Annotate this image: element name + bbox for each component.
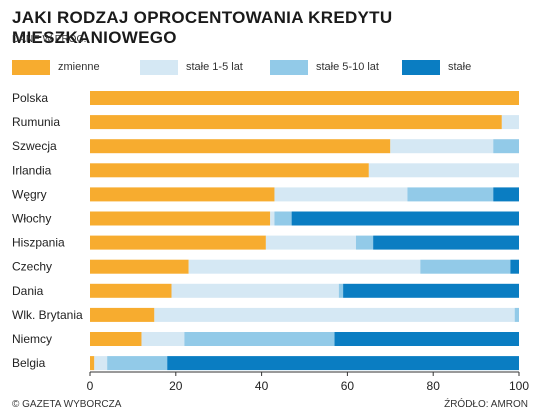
category-label-czechy: Czechy bbox=[12, 260, 52, 274]
bar-hiszpania-3 bbox=[373, 235, 519, 250]
category-label-dania: Dania bbox=[12, 284, 44, 298]
bar-szwecja-1 bbox=[390, 139, 494, 154]
bar-węgry-1 bbox=[274, 187, 408, 202]
bar-czechy-3 bbox=[510, 259, 519, 274]
legend-swatch-stale bbox=[402, 59, 440, 75]
x-tick-label-60: 60 bbox=[341, 379, 355, 393]
legend-label-stale-1-5: stałe 1-5 lat bbox=[186, 61, 243, 73]
footer-copyright: © GAZETA WYBORCZA bbox=[12, 399, 122, 410]
bar-wlk-brytania-2 bbox=[514, 307, 519, 322]
category-label-włochy: Włochy bbox=[12, 212, 51, 226]
bar-irlandia-0 bbox=[90, 163, 369, 178]
bar-belgia-2 bbox=[107, 356, 168, 371]
bar-belgia-3 bbox=[167, 356, 519, 371]
bar-czechy-2 bbox=[420, 259, 511, 274]
bar-belgia-1 bbox=[94, 356, 108, 371]
legend-swatch-stale-1-5 bbox=[140, 59, 178, 75]
category-label-irlandia: Irlandia bbox=[12, 163, 52, 177]
bar-rumunia-1 bbox=[501, 115, 519, 130]
x-tick-label-80: 80 bbox=[427, 379, 441, 393]
legend-swatch-stale-5-10 bbox=[270, 59, 308, 75]
bar-niemcy-3 bbox=[334, 332, 519, 346]
bar-wlk-brytania-1 bbox=[154, 307, 515, 322]
bar-hiszpania-1 bbox=[265, 235, 356, 250]
bar-szwecja-0 bbox=[90, 139, 391, 154]
bar-niemcy-1 bbox=[141, 332, 185, 346]
category-label-szwecja: Szwecja bbox=[12, 139, 57, 153]
category-label-wlk-brytania: Wlk. Brytania bbox=[12, 308, 83, 322]
bar-włochy-0 bbox=[90, 211, 271, 226]
bar-dania-3 bbox=[343, 283, 519, 298]
x-tick-label-100: 100 bbox=[509, 379, 529, 393]
bar-włochy-2 bbox=[274, 211, 292, 226]
x-tick-label-40: 40 bbox=[255, 379, 269, 393]
legend-swatch-zmienne bbox=[12, 59, 50, 75]
legend-label-zmienne: zmienne bbox=[58, 61, 100, 73]
bar-hiszpania-0 bbox=[90, 235, 266, 250]
category-label-rumunia: Rumunia bbox=[12, 115, 60, 129]
bar-dania-1 bbox=[171, 283, 339, 298]
category-label-hiszpania: Hiszpania bbox=[12, 236, 65, 250]
bar-włochy-1 bbox=[270, 211, 275, 226]
legend-item-stale: stałe bbox=[402, 56, 471, 78]
bar-węgry-0 bbox=[90, 187, 275, 202]
bar-węgry-2 bbox=[407, 187, 494, 202]
bar-polska-0 bbox=[90, 91, 519, 105]
chart-subtitle: DANE W PROC. bbox=[12, 34, 87, 45]
bar-rumunia-0 bbox=[90, 115, 502, 130]
legend-label-stale: stałe bbox=[448, 61, 472, 73]
bar-szwecja-2 bbox=[493, 139, 519, 154]
bar-belgia-0 bbox=[90, 356, 95, 371]
chart-title: JAKI RODZAJ OPROCENTOWANIA KREDYTU MIESZ… bbox=[12, 8, 393, 47]
bar-niemcy-2 bbox=[184, 332, 335, 346]
legend-item-stale-5-10: stałe 5-10 lat bbox=[270, 56, 379, 78]
x-tick-label-0: 0 bbox=[87, 379, 94, 393]
footer-source: ŹRÓDŁO: AMRON bbox=[444, 399, 528, 410]
bar-dania-2 bbox=[338, 283, 344, 298]
legend: zmienne stałe 1-5 lat stałe 5-10 lat sta… bbox=[12, 56, 528, 78]
bar-irlandia-1 bbox=[368, 163, 519, 178]
bar-wlk-brytania-0 bbox=[90, 307, 155, 322]
bar-dania-0 bbox=[90, 283, 172, 298]
category-label-niemcy: Niemcy bbox=[12, 332, 52, 346]
category-label-polska: Polska bbox=[12, 91, 48, 105]
bar-niemcy-0 bbox=[90, 332, 142, 346]
x-tick-label-20: 20 bbox=[169, 379, 183, 393]
legend-item-stale-1-5: stałe 1-5 lat bbox=[140, 56, 243, 78]
bar-węgry-3 bbox=[493, 187, 519, 202]
legend-item-zmienne: zmienne bbox=[12, 56, 100, 78]
category-label-węgry: Węgry bbox=[12, 187, 47, 201]
bar-hiszpania-2 bbox=[355, 235, 374, 250]
bar-włochy-3 bbox=[291, 211, 519, 226]
legend-label-stale-5-10: stałe 5-10 lat bbox=[316, 61, 379, 73]
bar-czechy-0 bbox=[90, 259, 189, 274]
category-label-belgia: Belgia bbox=[12, 356, 46, 370]
bar-czechy-1 bbox=[188, 259, 421, 274]
